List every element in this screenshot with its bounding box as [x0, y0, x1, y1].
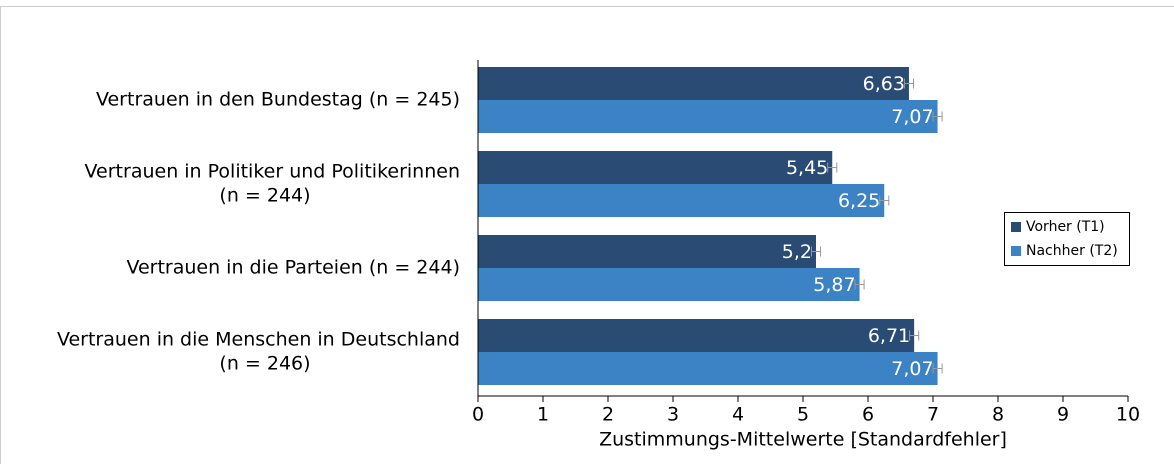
error-bar [854, 279, 865, 290]
bar [478, 319, 915, 352]
x-tick-label: 9 [1057, 404, 1069, 426]
chart-border [0, 6, 1174, 464]
bar [478, 235, 816, 268]
x-tick-label: 8 [992, 404, 1004, 426]
bar [478, 184, 885, 217]
y-tick-label: Vertrauen in den Bundestag (n = 245) [96, 89, 460, 111]
data-label: 7,07 [891, 106, 933, 128]
x-tick-label: 4 [732, 404, 744, 426]
x-axis-title: Zustimmungs-Mittelwerte [Standardfehler] [599, 429, 1007, 451]
legend-swatch [1011, 246, 1021, 256]
data-label: 6,25 [838, 190, 880, 212]
bar [478, 100, 938, 133]
x-tick-label: 0 [472, 404, 484, 426]
x-tick-label: 7 [927, 404, 939, 426]
x-tick-label: 5 [797, 404, 809, 426]
data-label: 6,71 [868, 325, 910, 347]
legend-box [1004, 212, 1130, 266]
bar [478, 67, 909, 100]
y-tick-label: Vertrauen in die Parteien (n = 244) [126, 257, 460, 279]
x-tick-label: 2 [602, 404, 614, 426]
data-label: 7,07 [891, 358, 933, 380]
y-tick-label: Vertrauen in die Menschen in Deutschland [57, 329, 460, 351]
error-bar [903, 78, 914, 89]
error-bar [909, 330, 920, 341]
data-label: 5,45 [786, 157, 828, 179]
legend-swatch [1011, 222, 1021, 232]
data-label: 5,87 [813, 274, 855, 296]
x-tick-label: 10 [1116, 404, 1140, 426]
error-bar [827, 162, 838, 173]
error-bar [810, 246, 822, 257]
error-bar [932, 363, 943, 374]
x-tick-label: 3 [667, 404, 679, 426]
x-tick-label: 1 [537, 404, 549, 426]
data-label: 6,63 [863, 73, 905, 95]
y-tick-label: (n = 246) [219, 353, 310, 375]
bar [478, 352, 938, 385]
data-label: 5,2 [782, 241, 812, 263]
legend-label: Vorher (T1) [1026, 219, 1105, 235]
y-tick-label: (n = 244) [219, 185, 310, 207]
bar [478, 268, 860, 301]
y-tick-label: Vertrauen in Politiker und Politikerinne… [85, 161, 460, 183]
error-bar [932, 111, 943, 122]
x-tick-label: 6 [862, 404, 874, 426]
bar [478, 151, 833, 184]
error-bar [879, 195, 890, 206]
legend-label: Nachher (T2) [1026, 243, 1118, 259]
